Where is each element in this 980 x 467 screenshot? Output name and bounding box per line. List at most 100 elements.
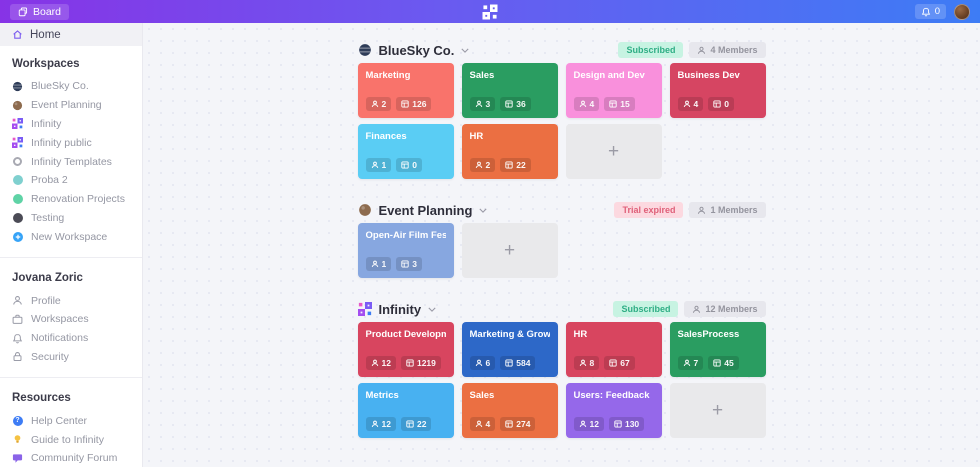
workspace-title-group[interactable]: Event Planning [358, 203, 488, 218]
board-members-pill: 4 [573, 97, 600, 111]
board-members-pill: 12 [573, 417, 604, 431]
sidebar-item-renovation-projects[interactable]: Renovation Projects [12, 190, 130, 209]
subscription-badge: Subscribed [618, 42, 684, 58]
resources-list: ? Help Center Guide to Infinity Communit… [12, 411, 130, 467]
dot-icon [12, 212, 23, 223]
sidebar-item-help-center[interactable]: ? Help Center [12, 411, 130, 430]
workspace-section-event-planning: Event Planning Trial expired 1 Members O… [357, 199, 766, 278]
notification-count: 0 [934, 6, 940, 17]
board-card-business-dev[interactable]: Business Dev 4 0 [669, 63, 766, 118]
avatar[interactable] [954, 3, 970, 20]
board-members-pill: 1 [365, 257, 392, 271]
board-items-pill: 584 [500, 356, 536, 370]
sidebar-item-security[interactable]: Security [12, 348, 130, 367]
lock-icon [12, 351, 23, 362]
board-items-pill: 36 [500, 97, 531, 111]
bell-icon [12, 333, 23, 344]
infinity-logo-icon [357, 302, 372, 316]
add-board-card[interactable]: + [461, 223, 558, 278]
board-name: HR [573, 329, 588, 340]
plus-icon: + [607, 141, 620, 162]
board-members-pill: 8 [573, 356, 600, 370]
board-card-sales[interactable]: Sales 3 36 [461, 63, 558, 118]
board-name: HR [469, 131, 484, 142]
user-section-title: Jovana Zoric [12, 272, 83, 285]
sphere-icon [358, 203, 372, 217]
board-button-label: Board [33, 5, 62, 18]
board-members-pill: 2 [469, 158, 496, 172]
notifications-button[interactable]: 0 [914, 4, 946, 19]
board-card-salesprocess[interactable]: SalesProcess 7 45 [669, 322, 766, 377]
board-members-pill: 2 [365, 97, 392, 111]
board-card-hr[interactable]: HR 2 22 [461, 124, 558, 179]
person-icon [12, 295, 23, 306]
workspace-title-group[interactable]: BlueSky Co. [358, 43, 470, 58]
board-card-product-development[interactable]: Product Development 12 1219 [357, 322, 454, 377]
board-card-open-air-film-festival[interactable]: Open-Air Film Festival 1 3 [357, 223, 454, 278]
board-members-pill: 1 [365, 158, 392, 172]
sidebar-item-proba-2[interactable]: Proba 2 [12, 171, 130, 190]
sidebar-item-notifications[interactable]: Notifications [12, 329, 130, 348]
user-list: Profile Workspaces Notifications Securit… [12, 291, 130, 366]
sidebar-item-new-workspace[interactable]: New Workspace [12, 227, 130, 246]
sidebar-item-event-planning[interactable]: Event Planning [12, 96, 130, 115]
members-badge[interactable]: 4 Members [689, 42, 766, 58]
board-card-metrics[interactable]: Metrics 12 22 [357, 383, 454, 438]
chevron-down-icon [461, 48, 469, 53]
bulb-icon [12, 434, 23, 445]
board-items-pill: 15 [604, 97, 635, 111]
subscription-badge: Subscribed [613, 301, 679, 317]
sidebar-item-guide-to-infinity[interactable]: Guide to Infinity [12, 430, 130, 449]
board-items-pill: 22 [500, 158, 531, 172]
chat-icon [12, 453, 23, 464]
board-button[interactable]: Board [10, 3, 70, 20]
sidebar-item-workspaces[interactable]: Workspaces [12, 310, 130, 329]
board-items-pill: 1219 [400, 356, 441, 370]
add-board-card[interactable]: + [669, 383, 766, 438]
workspace-title-group[interactable]: Infinity [357, 302, 437, 317]
gear-icon [12, 157, 23, 167]
board-members-pill: 7 [677, 356, 704, 370]
sidebar-item-profile[interactable]: Profile [12, 291, 130, 310]
infinity-logo-icon[interactable] [482, 4, 498, 19]
board-card-hr[interactable]: HR 8 67 [565, 322, 662, 377]
board-card-marketing[interactable]: Marketing 2 126 [357, 63, 454, 118]
board-members-pill: 3 [469, 97, 496, 111]
workspace-title: Event Planning [378, 202, 473, 218]
board-card-design-and-dev[interactable]: Design and Dev 4 15 [565, 63, 662, 118]
board-name: Sales [469, 70, 495, 81]
board-items-pill: 3 [396, 257, 422, 271]
sidebar-item-infinity-templates[interactable]: Infinity Templates [12, 152, 130, 171]
globe-icon [358, 43, 372, 57]
sidebar-item-infinity-public[interactable]: Infinity public [12, 133, 130, 152]
board-name: Finances [365, 131, 407, 142]
infinity-logo-icon [12, 118, 23, 130]
sidebar-item-bluesky-co[interactable]: BlueSky Co. [12, 77, 130, 96]
chevron-down-icon [428, 307, 436, 312]
sidebar-home-label: Home [30, 28, 61, 41]
board-name: Marketing [365, 70, 411, 81]
board-card-marketing-growth[interactable]: Marketing & Growth 6 584 [461, 322, 558, 377]
home-icon [12, 29, 23, 40]
add-board-card[interactable]: + [565, 124, 662, 179]
board-members-pill: 12 [365, 356, 396, 370]
plus-icon: + [503, 240, 516, 261]
board-name: Open-Air Film Festival [365, 230, 446, 241]
infinity-logo-icon [12, 137, 23, 149]
subscription-badge: Trial expired [614, 202, 684, 218]
sidebar-item-testing[interactable]: Testing [12, 209, 130, 228]
board-card-users-feedback[interactable]: Users: Feedback 12 130 [565, 383, 662, 438]
board-card-sales[interactable]: Sales 4 274 [461, 383, 558, 438]
top-bar: Board 0 [0, 0, 980, 23]
members-badge[interactable]: 1 Members [689, 202, 766, 218]
workspace-section-bluesky-co: BlueSky Co. Subscribed 4 Members Marketi… [357, 39, 766, 179]
sidebar: Home Workspaces BlueSky Co. Event Planni… [0, 23, 143, 467]
sidebar-item-community-forum[interactable]: Community Forum [12, 449, 130, 467]
board-items-pill: 274 [500, 417, 536, 431]
board-members-pill: 4 [677, 97, 704, 111]
sidebar-item-infinity[interactable]: Infinity [12, 115, 130, 134]
help-icon: ? [12, 415, 23, 426]
members-badge[interactable]: 12 Members [684, 301, 766, 317]
sidebar-item-home[interactable]: Home [0, 23, 142, 46]
board-card-finances[interactable]: Finances 1 0 [357, 124, 454, 179]
